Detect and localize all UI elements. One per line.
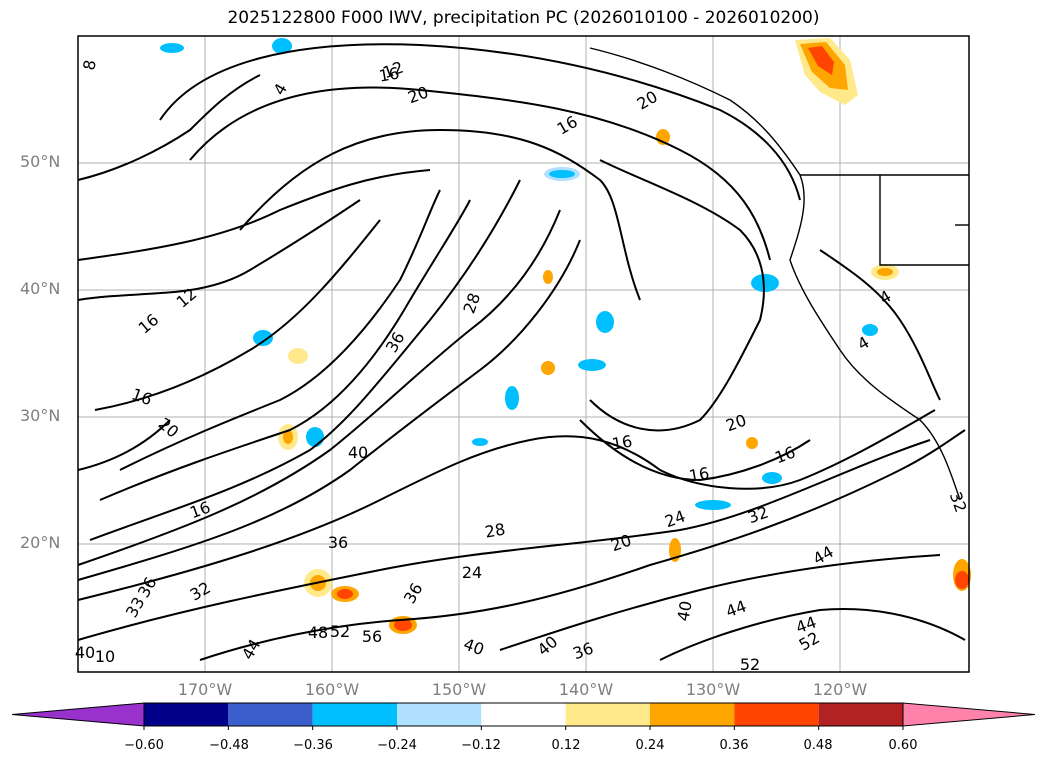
contour-label: 16: [687, 463, 710, 485]
colorbar-swatch: [650, 703, 735, 726]
contour-label: 40: [75, 643, 95, 662]
lon-label-120w: 120°W: [812, 680, 868, 699]
contour-label: 10: [95, 647, 115, 666]
lat-label-50n: 50°N: [20, 152, 61, 171]
contour-label: 56: [362, 627, 382, 646]
colorbar-tick: −0.48: [209, 738, 249, 753]
colorbar-tick: −0.60: [124, 738, 164, 753]
lon-label-130w: 130°W: [685, 680, 741, 699]
map-panel: [77, 35, 971, 673]
colorbar-frame: [143, 702, 904, 727]
contour-label: 40: [673, 599, 695, 622]
colorbar-tick: 0.60: [888, 738, 918, 753]
contour-label: 16: [377, 63, 400, 85]
iwv-contours: [77, 43, 966, 661]
map-frame: [77, 35, 970, 673]
map-title: 2025122800 F000 IWV, precipitation PC (2…: [227, 8, 820, 28]
colorbar-tick: 0.48: [803, 738, 833, 753]
contour-label: 24: [462, 563, 482, 582]
lon-label-170w: 170°W: [177, 680, 233, 699]
lon-label-150w: 150°W: [431, 680, 487, 699]
lon-label-140w: 140°W: [558, 680, 614, 699]
lat-label-30n: 30°N: [20, 406, 61, 425]
contour-label: 52: [330, 622, 350, 641]
colorbar-swatch: [144, 703, 229, 726]
colorbar: [11, 702, 1036, 730]
colorbar-swatch: [734, 703, 819, 726]
colorbar-swatch: [397, 703, 482, 726]
contour-label: 16: [610, 431, 633, 453]
colorbar-tick: −0.24: [377, 738, 417, 753]
contour-label: 36: [328, 533, 348, 552]
contour-label: 48: [308, 623, 328, 642]
contour-label: 8: [79, 58, 99, 71]
coastline: [589, 47, 969, 501]
colorbar-tick: −0.36: [293, 738, 333, 753]
colorbar-tick: 0.12: [551, 738, 581, 753]
colorbar-swatch: [481, 703, 566, 726]
lat-label-20n: 20°N: [20, 533, 61, 552]
contour-label: 40: [348, 443, 368, 462]
colorbar-tick: 0.24: [635, 738, 665, 753]
lon-label-160w: 160°W: [304, 680, 360, 699]
contour-label: 28: [483, 519, 506, 541]
contour-label: 52: [740, 655, 760, 674]
colorbar-tick: 0.36: [719, 738, 749, 753]
colorbar-swatch: [228, 703, 313, 726]
colorbar-extend-min: [11, 702, 145, 727]
gridlines: [78, 36, 969, 672]
colorbar-tick: −0.12: [461, 738, 501, 753]
lat-label-40n: 40°N: [20, 279, 61, 298]
colorbar-swatch: [818, 703, 903, 726]
colorbar-extend-max: [902, 702, 1036, 727]
precip-patches: [160, 38, 971, 634]
colorbar-swatch: [565, 703, 650, 726]
colorbar-swatch: [312, 703, 397, 726]
